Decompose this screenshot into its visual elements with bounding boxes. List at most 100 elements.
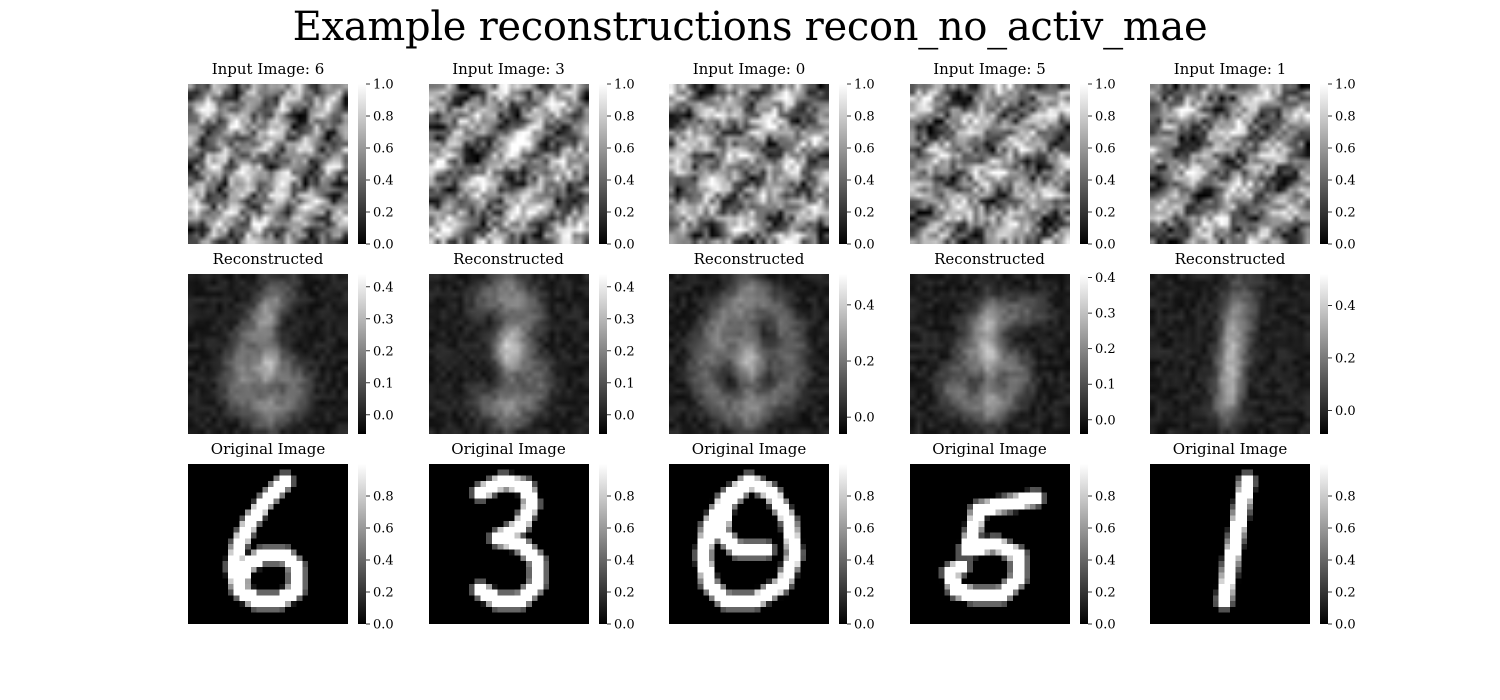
colorbar-tick-label: 1.0 (614, 78, 635, 93)
colorbar-tick-label: 0.3 (373, 312, 394, 327)
original-colorbar-6: 0.0 0.2 0.4 0.6 0.8 (358, 464, 394, 633)
colorbar-tick-label: 0.6 (1095, 522, 1116, 537)
colorbar-tick-label: 0.2 (373, 344, 394, 359)
original-colorbar-5: 0.0 0.2 0.4 0.6 0.8 (1079, 464, 1116, 633)
colorbar-gradient (839, 274, 847, 434)
colorbar-tick-label: 0.8 (614, 490, 635, 505)
colorbar-tick-label: 0.6 (1335, 142, 1356, 157)
colorbar-tick-label: 0.2 (1095, 206, 1116, 221)
reconstructed-title-0: Reconstructed (693, 250, 805, 268)
colorbar-tick-label: 1.0 (1095, 78, 1116, 93)
original-heatmap-6 (188, 464, 348, 624)
input-heatmap-0 (669, 84, 829, 244)
colorbar-tick-label: 0.2 (854, 586, 875, 601)
colorbar-tick-label: 0.0 (373, 238, 394, 253)
reconstructed-heatmap-1 (1150, 274, 1310, 434)
colorbar-tick-label: 0.4 (1095, 554, 1116, 569)
colorbar-tick-label: 0.3 (614, 312, 635, 327)
input-title-0: Input Image: 0 (692, 60, 806, 78)
colorbar-tick-label: 0.8 (373, 110, 394, 125)
colorbar-tick-label: 0.0 (854, 618, 875, 633)
colorbar-gradient (358, 274, 366, 434)
input-heatmap-3 (428, 84, 589, 244)
colorbar-gradient (1320, 464, 1328, 624)
reconstructed-heatmap-3 (428, 274, 589, 434)
input-colorbar-0: 0.0 0.2 0.4 0.6 0.8 1.0 (839, 78, 875, 253)
colorbar-tick-label: 0.8 (1095, 490, 1116, 505)
colorbar-gradient (839, 464, 847, 624)
reconstructed-heatmap-6 (188, 274, 348, 434)
colorbar-tick-label: 0.4 (614, 554, 635, 569)
colorbar-gradient (1320, 84, 1328, 244)
original-title-5: Original Image (932, 440, 1047, 458)
colorbar-tick-label: 0.4 (1095, 271, 1116, 286)
colorbar-tick-label: 0.6 (614, 522, 635, 537)
original-heatmap-0 (669, 464, 829, 624)
original-heatmap-1 (1150, 464, 1310, 624)
colorbar-gradient (839, 84, 847, 244)
colorbar-tick-label: 0.2 (1335, 586, 1356, 601)
colorbar-tick-label: 0.2 (1095, 586, 1116, 601)
colorbar-tick-label: 0.1 (373, 376, 394, 391)
original-title-3: Original Image (451, 440, 566, 458)
colorbar-tick-label: 0.4 (614, 174, 635, 189)
reconstructed-colorbar-1: 0.0 0.2 0.4 (1320, 274, 1356, 434)
colorbar-tick-label: 0.6 (854, 522, 875, 537)
colorbar-tick-label: 0.2 (1095, 342, 1116, 357)
colorbar-tick-label: 0.6 (854, 142, 875, 157)
original-title-6: Original Image (210, 440, 326, 458)
colorbar-tick-label: 0.6 (1095, 142, 1116, 157)
reconstructed-heatmap-0 (669, 274, 829, 434)
reconstructed-title-1: Reconstructed (1174, 250, 1286, 268)
input-colorbar-1: 0.0 0.2 0.4 0.6 0.8 1.0 (1320, 78, 1356, 253)
colorbar-tick-label: 0.0 (373, 408, 394, 423)
colorbar-tick-label: 0.0 (1095, 413, 1116, 428)
reconstructed-title-5: Reconstructed (934, 250, 1045, 268)
colorbar-tick-label: 0.4 (1335, 174, 1356, 189)
colorbar-tick-label: 0.2 (1335, 351, 1356, 366)
colorbar-gradient (1320, 274, 1328, 434)
input-title-6: Input Image: 6 (211, 60, 325, 78)
colorbar-gradient (358, 464, 366, 624)
original-colorbar-0: 0.0 0.2 0.4 0.6 0.8 (839, 464, 875, 633)
colorbar-gradient (358, 84, 366, 244)
colorbar-tick-label: 0.3 (1095, 307, 1116, 322)
colorbar-tick-label: 0.8 (373, 490, 394, 505)
colorbar-tick-label: 0.4 (373, 174, 394, 189)
colorbar-tick-label: 0.6 (1335, 522, 1356, 537)
input-heatmap-6 (188, 84, 348, 244)
figure-title: Example reconstructions recon_no_activ_m… (292, 4, 1208, 50)
original-title-1: Original Image (1172, 440, 1288, 458)
colorbar-tick-label: 1.0 (854, 78, 875, 93)
colorbar-tick-label: 0.8 (854, 490, 875, 505)
original-heatmap-3 (428, 464, 589, 624)
colorbar-tick-label: 0.8 (854, 110, 875, 125)
colorbar-tick-label: 1.0 (373, 78, 394, 93)
colorbar-tick-label: 0.4 (373, 554, 394, 569)
reconstructed-title-6: Reconstructed (212, 250, 324, 268)
colorbar-tick-label: 0.4 (854, 554, 875, 569)
colorbar-tick-label: 0.2 (854, 206, 875, 221)
colorbar-gradient (598, 274, 607, 434)
colorbar-tick-label: 0.2 (373, 206, 394, 221)
colorbar-tick-label: 0.8 (614, 110, 635, 125)
input-title-3: Input Image: 3 (452, 60, 565, 78)
colorbar-tick-label: 0.4 (373, 280, 394, 295)
colorbar-tick-label: 0.4 (1095, 174, 1116, 189)
input-heatmap-5 (909, 84, 1070, 244)
colorbar-tick-label: 0.8 (1335, 490, 1356, 505)
colorbar-tick-label: 0.0 (614, 618, 635, 633)
colorbar-tick-label: 0.2 (614, 206, 635, 221)
input-title-1: Input Image: 1 (1173, 60, 1287, 78)
colorbar-tick-label: 0.0 (1095, 618, 1116, 633)
input-colorbar-6: 0.0 0.2 0.4 0.6 0.8 1.0 (358, 78, 394, 253)
colorbar-tick-label: 0.1 (1095, 378, 1116, 393)
colorbar-tick-label: 0.4 (614, 280, 635, 295)
colorbar-tick-label: 0.0 (854, 238, 875, 253)
input-colorbar-5: 0.0 0.2 0.4 0.6 0.8 1.0 (1079, 78, 1116, 253)
colorbar-tick-label: 0.0 (614, 238, 635, 253)
colorbar-gradient (1079, 84, 1088, 244)
colorbar-tick-label: 0.4 (854, 174, 875, 189)
reconstructed-colorbar-3: 0.0 0.1 0.2 0.3 0.4 (598, 274, 635, 434)
colorbar-tick-label: 0.6 (373, 522, 394, 537)
